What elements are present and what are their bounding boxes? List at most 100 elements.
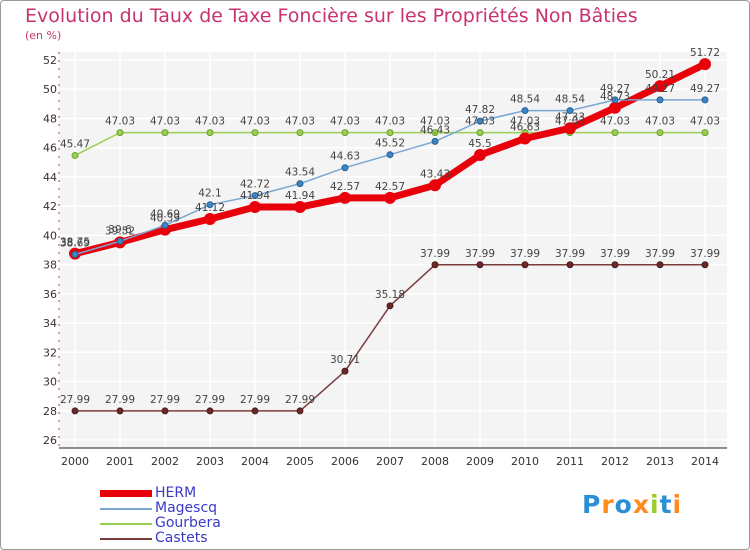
y-tick-label: 44 [43,171,57,184]
data-label-magescq: 47.82 [465,104,495,116]
data-label-magescq: 45.52 [375,138,405,150]
legend-swatch-magescq [100,508,152,510]
data-label-herm: 39.52 [105,225,135,237]
data-label-gourbera: 47.03 [285,116,315,128]
data-point-magescq [476,117,484,125]
data-label-castets: 30.71 [330,354,360,366]
data-point-magescq [296,180,304,188]
data-label-gourbera: 47.03 [330,116,360,128]
data-label-castets: 27.99 [195,394,225,406]
data-point-herm [249,201,261,214]
data-label-castets: 37.99 [510,248,540,260]
x-tick-label: 2008 [421,455,449,468]
data-label-herm: 45.5 [468,138,491,150]
data-point-magescq [521,107,529,115]
x-tick-label: 2013 [646,455,674,468]
data-label-magescq: 44.63 [330,151,360,163]
data-label-magescq: 42.72 [240,179,270,191]
data-label-gourbera: 47.03 [510,116,540,128]
data-point-magescq [386,151,394,159]
y-tick-label: 48 [43,112,57,125]
data-point-herm [474,149,486,161]
data-label-gourbera: 47.03 [645,116,675,128]
data-label-gourbera: 47.03 [600,116,630,128]
data-point-herm [609,101,621,114]
data-point-castets [341,367,349,375]
data-point-castets [431,261,439,269]
logo-letter: x [632,490,650,519]
y-tick-label: 46 [43,142,57,155]
logo-letter: o [614,490,633,519]
data-point-gourbera [611,129,619,137]
y-tick-label: 28 [43,405,57,418]
data-label-magescq: 39.6 [108,224,132,236]
data-point-castets [296,407,304,415]
data-point-herm [204,213,216,226]
data-point-magescq [701,96,709,104]
data-point-magescq [206,201,214,209]
data-label-gourbera: 47.03 [375,116,405,128]
data-label-gourbera: 47.03 [150,116,180,128]
legend-swatch-gourbera [100,523,152,525]
x-tick-label: 2001 [106,455,134,468]
data-label-herm: 50.21 [645,69,675,81]
data-label-magescq: 43.54 [285,167,315,179]
data-point-gourbera [386,129,394,137]
x-tick-label: 2011 [556,455,584,468]
data-point-gourbera [296,129,304,137]
data-label-gourbera: 47.03 [195,116,225,128]
x-tick-label: 2007 [376,455,404,468]
data-label-castets: 37.99 [645,248,675,260]
data-label-gourbera: 47.03 [420,116,450,128]
legend-label-gourbera: Gourbera [155,515,221,531]
data-label-herm: 46.63 [510,121,540,133]
data-point-gourbera [701,129,709,137]
data-point-magescq [116,237,124,245]
y-tick-label: 50 [43,83,57,96]
data-point-castets [656,261,664,269]
x-tick-label: 2002 [151,455,179,468]
data-label-magescq: 46.43 [420,124,450,136]
data-point-herm [339,191,351,204]
data-point-herm [699,58,711,71]
y-tick-label: 52 [43,54,57,67]
data-point-magescq [431,137,439,145]
data-point-gourbera [116,129,124,137]
data-point-magescq [71,251,79,259]
y-tick-label: 34 [43,317,57,330]
proxiti-logo: Proxiti [582,490,682,519]
data-label-castets: 37.99 [555,248,585,260]
y-tick-label: 36 [43,288,57,301]
data-label-herm: 42.57 [330,181,360,193]
legend-label-magescq: Magescq [155,500,218,516]
data-label-magescq: 48.54 [555,94,585,106]
data-point-gourbera [656,129,664,137]
data-label-herm: 41.94 [240,190,270,202]
data-point-magescq [611,96,619,104]
data-label-castets: 37.99 [600,248,630,260]
y-tick-label: 40 [43,229,57,242]
data-point-herm [519,132,531,145]
logo-letter: P [582,490,602,519]
data-label-castets: 37.99 [420,248,450,260]
data-label-gourbera: 47.03 [555,116,585,128]
data-point-castets [611,261,619,269]
data-point-gourbera [161,129,169,137]
legend-label-herm: HERM [155,485,197,501]
data-point-gourbera [341,129,349,137]
data-point-castets [521,261,529,269]
y-unit-label: (en %) [25,29,62,42]
data-point-castets [116,407,124,415]
data-label-gourbera: 47.03 [240,116,270,128]
data-point-castets [71,407,79,415]
data-point-magescq [566,107,574,115]
data-point-magescq [251,192,259,200]
x-tick-label: 2010 [511,455,539,468]
y-tick-label: 42 [43,200,57,213]
legend-swatch-herm [100,490,152,497]
chart-title: Evolution du Taux de Taxe Foncière sur l… [25,5,638,27]
data-label-gourbera: 47.03 [690,116,720,128]
data-point-gourbera [431,129,439,137]
legend-swatch-castets [100,538,152,540]
